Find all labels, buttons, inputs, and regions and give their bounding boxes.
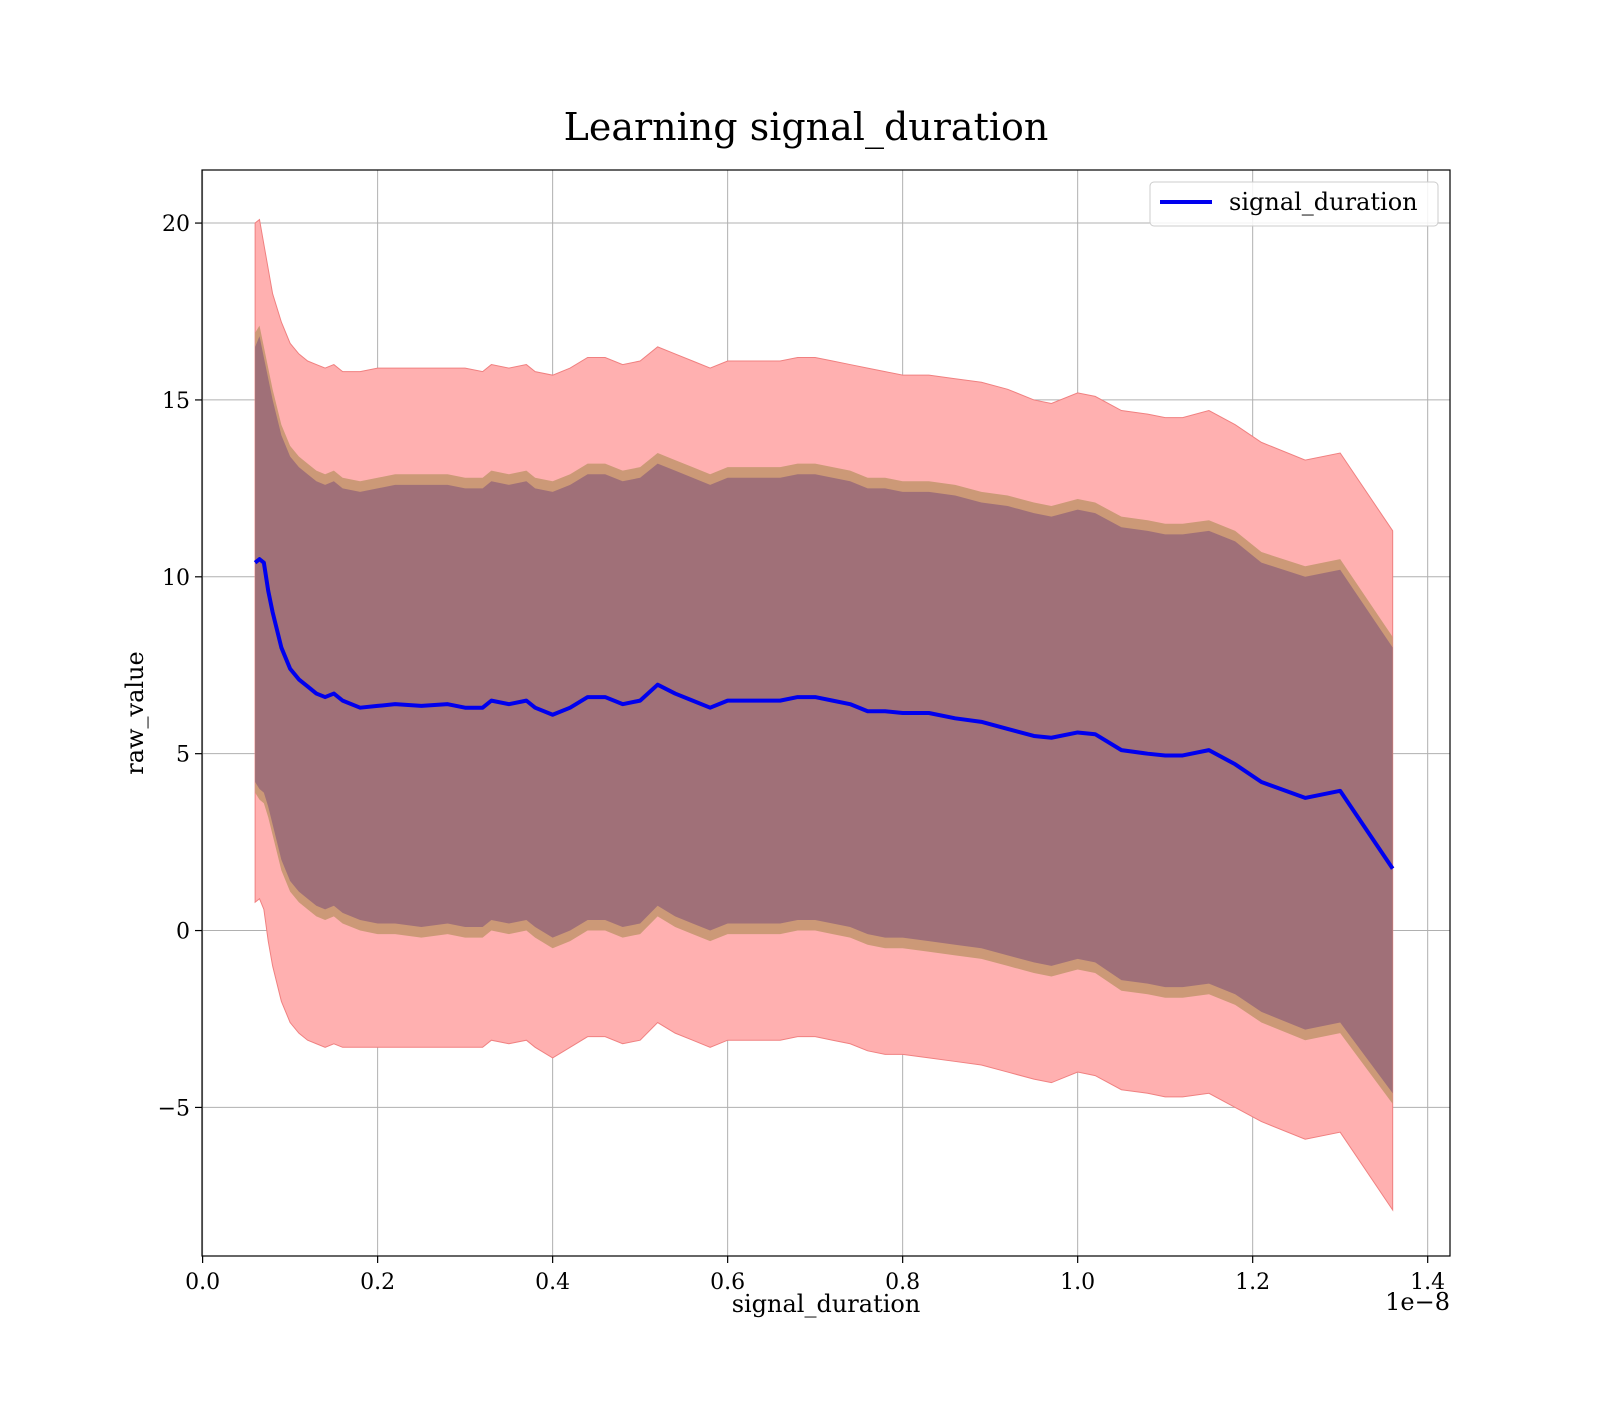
y-axis-offset-label: 1e−8 [1385,1288,1450,1316]
y-tick-label-4: 15 [162,389,190,414]
x-tick-label-1: 0.2 [360,1270,395,1295]
x-axis-ticks: 0.0 0.2 0.4 0.6 0.8 1.0 1.2 1.4 [185,1256,1445,1295]
y-tick-label-5: 20 [162,212,190,237]
series-line-signal-duration [253,557,1395,870]
x-tick-label-2: 0.4 [535,1270,570,1295]
y-axis-label: raw_value [121,651,149,775]
x-tick-label-0: 0.0 [185,1270,220,1295]
x-tick-label-5: 1.0 [1060,1270,1095,1295]
legend-box [1149,181,1439,227]
x-tick-label-4: 0.8 [885,1270,920,1295]
y-tick-label-3: 10 [162,566,190,591]
line-layer [253,557,1395,870]
x-tick-label-3: 0.6 [710,1270,745,1295]
x-axis-label: signal_duration [732,1290,921,1318]
chart-title: Learning signal_duration [564,105,1049,150]
y-axis-ticks: −5 0 5 10 15 20 [158,212,202,1121]
plot-frame [201,169,1451,1257]
x-tick-label-6: 1.2 [1235,1270,1270,1295]
band-layer [254,218,1394,1212]
legend: signal_duration [1149,181,1439,227]
y-tick-label-2: 5 [176,743,190,768]
x-tick-label-7: 1.4 [1410,1270,1445,1295]
legend-label-signal-duration: signal_duration [1229,188,1418,216]
y-tick-label-0: −5 [158,1096,190,1121]
y-tick-label-1: 0 [176,920,190,945]
inner-confidence-band [255,336,1393,1094]
